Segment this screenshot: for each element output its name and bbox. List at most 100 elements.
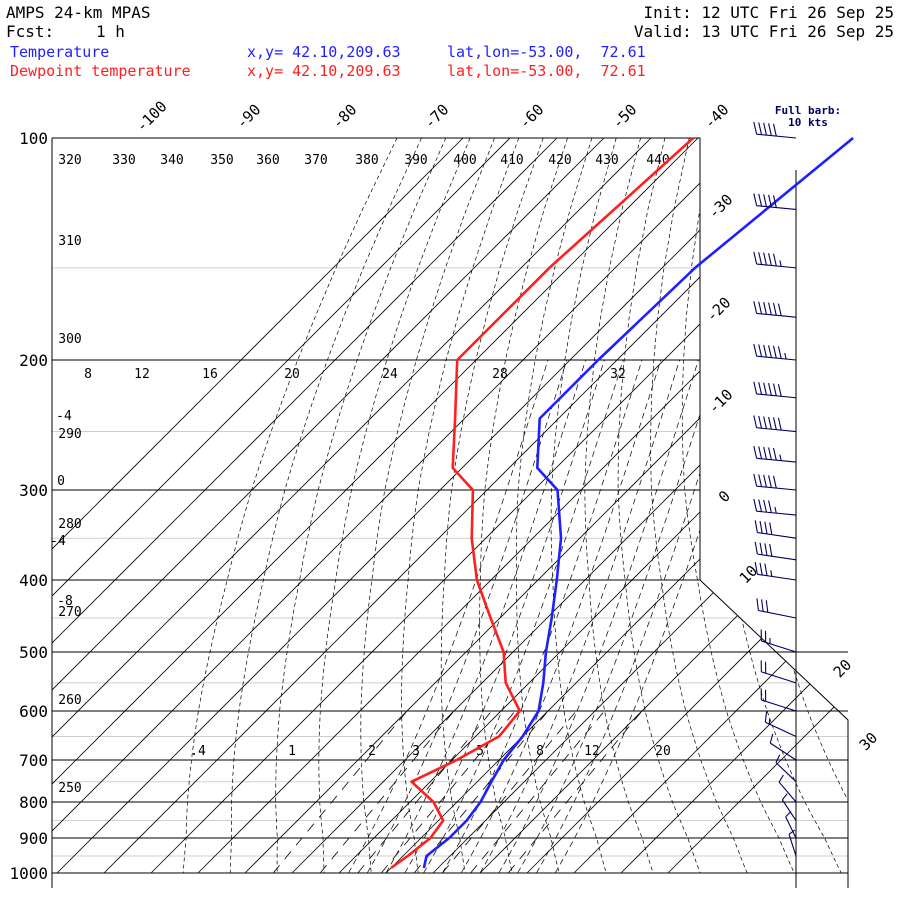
isotherm [52, 138, 464, 874]
mixing-ratio-line [357, 710, 492, 874]
dry-adiabat [360, 138, 495, 874]
mixing-ratio-line [442, 710, 577, 874]
dry-adiabat [229, 138, 422, 874]
mixing-ratio-label: 2 [368, 744, 376, 759]
dry-adiabat [827, 138, 848, 874]
theta-label: 380 [355, 153, 378, 168]
barb-note-line1: Full barb: [775, 104, 841, 117]
wind-barb [753, 343, 797, 361]
wind-barb [753, 498, 797, 516]
left-temp-label: -8 [57, 594, 73, 609]
dry-adiabat [650, 138, 748, 874]
mixing-ratio-line [507, 710, 643, 874]
pressure-label: 200 [19, 351, 48, 370]
wind-barb [753, 415, 797, 433]
legend-dewpoint-xy: x,y= 42.10,209.63 [247, 62, 401, 80]
mixing-ratio-label: 8 [536, 744, 544, 759]
moist-adiabat [348, 359, 549, 874]
mixing-ratio-label: 12 [584, 744, 600, 759]
chart-labels: -100 -90 -80 -70 -60 -50 -40-30-20-10010203032… [50, 97, 881, 796]
barb-note-line2: 10 kts [788, 116, 828, 129]
dry-adiabat [617, 138, 701, 874]
theta-e-label: 24 [382, 367, 398, 382]
isotherm [244, 138, 848, 874]
dry-adiabat [800, 138, 848, 874]
theta-label: 430 [595, 153, 618, 168]
dry-adiabat [318, 138, 471, 874]
wind-barb [781, 793, 797, 821]
isotherm-label: -90 [233, 101, 265, 133]
isotherm-label: -20 [703, 294, 735, 326]
wind-barb [760, 688, 797, 712]
theta-label: 250 [58, 781, 81, 796]
mixing-ratio-label: 5 [476, 744, 484, 759]
wind-barb [753, 193, 797, 211]
model-title: AMPS 24-km MPAS [6, 3, 151, 22]
isotherm-label: -10 [705, 386, 737, 418]
wind-barb [753, 381, 797, 399]
isotherm [620, 138, 848, 874]
theta-label: 400 [453, 153, 476, 168]
chart-grid [51, 137, 900, 888]
pressure-label: 600 [19, 702, 48, 721]
left-temp-label: -4 [50, 534, 66, 549]
theta-e-label: 12 [134, 367, 150, 382]
wind-barb [753, 301, 797, 318]
wind-barb [753, 121, 797, 139]
dry-adiabat [771, 138, 848, 874]
legend-temperature-latlon: lat,lon=-53.00, 72.61 [447, 43, 646, 61]
isotherm [291, 138, 848, 874]
theta-label: 350 [210, 153, 233, 168]
isotherm [52, 138, 699, 874]
dry-adiabat [550, 138, 617, 874]
dry-adiabat [712, 138, 842, 874]
theta-label: 300 [58, 332, 81, 347]
wind-barb [754, 520, 797, 539]
isotherm-label: 30 [856, 729, 882, 755]
pressure-label: 1000 [9, 864, 48, 883]
dry-adiabat [855, 138, 900, 873]
theta-label: 370 [304, 153, 327, 168]
dry-adiabat [275, 138, 447, 874]
dry-adiabat [584, 138, 654, 874]
moist-adiabat [366, 359, 568, 874]
mixing-ratio-label: 20 [655, 744, 671, 759]
isotherm [197, 138, 848, 874]
wind-barbs [753, 121, 797, 857]
isotherm [52, 138, 511, 874]
theta-label: 310 [58, 234, 81, 249]
pressure-label: 300 [19, 481, 48, 500]
forecast-hour: 1 h [96, 22, 125, 41]
mixing-ratio-line [470, 710, 605, 874]
wind-barb [754, 562, 797, 581]
theta-label: 270 [58, 605, 81, 620]
left-temp-label: 0 [57, 474, 65, 489]
forecast-label: Fcst: [6, 22, 55, 41]
wind-barb [788, 829, 797, 857]
wind-barb [754, 541, 797, 561]
mixing-ratio-label: .4 [190, 744, 206, 759]
dry-adiabat [681, 138, 795, 874]
isotherm [526, 138, 848, 874]
theta-label: 410 [500, 153, 523, 168]
isotherm-label: -70 [421, 101, 453, 133]
pressure-label: 700 [19, 751, 48, 770]
pressure-label: 800 [19, 793, 48, 812]
pressure-label: 500 [19, 643, 48, 662]
mixing-ratio-line [272, 710, 408, 874]
isotherm-label: -50 [609, 101, 641, 133]
wind-barb [760, 660, 797, 684]
theta-label: 320 [58, 153, 81, 168]
isotherm-label: 0 [715, 487, 734, 506]
mixing-ratio-label: 1 [288, 744, 296, 759]
dry-adiabat [182, 138, 398, 874]
mixing-ratio-line [380, 710, 516, 874]
wind-barb [760, 629, 797, 653]
sounding-series [390, 136, 854, 870]
theta-label: 360 [256, 153, 279, 168]
theta-label: 390 [404, 153, 427, 168]
dry-adiabat [401, 138, 520, 874]
wind-barb [764, 711, 797, 737]
